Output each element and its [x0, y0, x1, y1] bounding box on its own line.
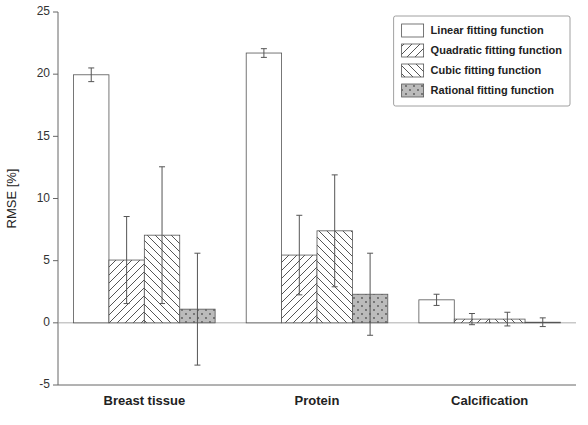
legend-swatch	[402, 64, 424, 77]
error-bar	[261, 49, 267, 58]
error-bars	[124, 215, 475, 324]
y-axis-label: RMSE [%]	[4, 169, 19, 229]
error-bar	[504, 312, 510, 326]
y-tick-label: 0	[43, 315, 50, 329]
legend-swatch	[402, 84, 424, 97]
y-axis-line	[58, 12, 59, 385]
y-tick-label: -5	[39, 377, 50, 391]
error-bar	[540, 318, 546, 327]
y-tick	[53, 260, 58, 261]
y-axis: -5 0 5 10 15 20 25	[37, 4, 576, 391]
y-tick	[53, 12, 58, 13]
error-bar	[88, 68, 94, 82]
x-tick-label: Breast tissue	[104, 393, 186, 408]
chart: -5 0 5 10 15 20 25 RMSE [%] Breast tissue Protein…	[0, 0, 588, 425]
error-bar	[296, 215, 302, 295]
y-tick-label: 10	[37, 191, 51, 205]
error-bar	[194, 253, 200, 365]
error-bars	[194, 253, 545, 365]
y-tick-label: 25	[37, 4, 51, 18]
error-bar	[469, 314, 475, 325]
legend-label: Rational fitting function	[431, 84, 555, 96]
y-tick-label: 20	[37, 66, 51, 80]
y-tick	[53, 198, 58, 199]
y-tick	[53, 385, 58, 386]
bar	[246, 53, 281, 323]
legend-swatch	[402, 24, 424, 37]
legend-frame	[394, 16, 570, 106]
y-tick	[53, 322, 58, 323]
y-tick-label: 5	[43, 253, 50, 267]
legend-swatch	[402, 44, 424, 57]
y-tick-label: 15	[37, 129, 51, 143]
x-axis-line	[58, 385, 576, 386]
x-axis: Breast tissue Protein Calcification	[104, 393, 529, 408]
error-bar	[434, 294, 440, 305]
bar	[74, 75, 109, 323]
legend: Linear fitting function Quadratic fitting…	[394, 16, 570, 106]
y-tick	[53, 74, 58, 75]
legend-label: Cubic fitting function	[431, 64, 542, 76]
x-tick-label: Calcification	[451, 393, 528, 408]
legend-label: Linear fitting function	[431, 24, 544, 36]
error-bar	[367, 253, 373, 335]
x-tick-label: Protein	[295, 393, 340, 408]
error-bars	[88, 49, 439, 306]
error-bar	[332, 175, 338, 287]
error-bar	[124, 217, 130, 304]
y-tick	[53, 136, 58, 137]
error-bar	[159, 167, 165, 304]
plot-area	[58, 49, 576, 365]
error-bars	[159, 167, 510, 326]
legend-label: Quadratic fitting function	[431, 44, 563, 56]
